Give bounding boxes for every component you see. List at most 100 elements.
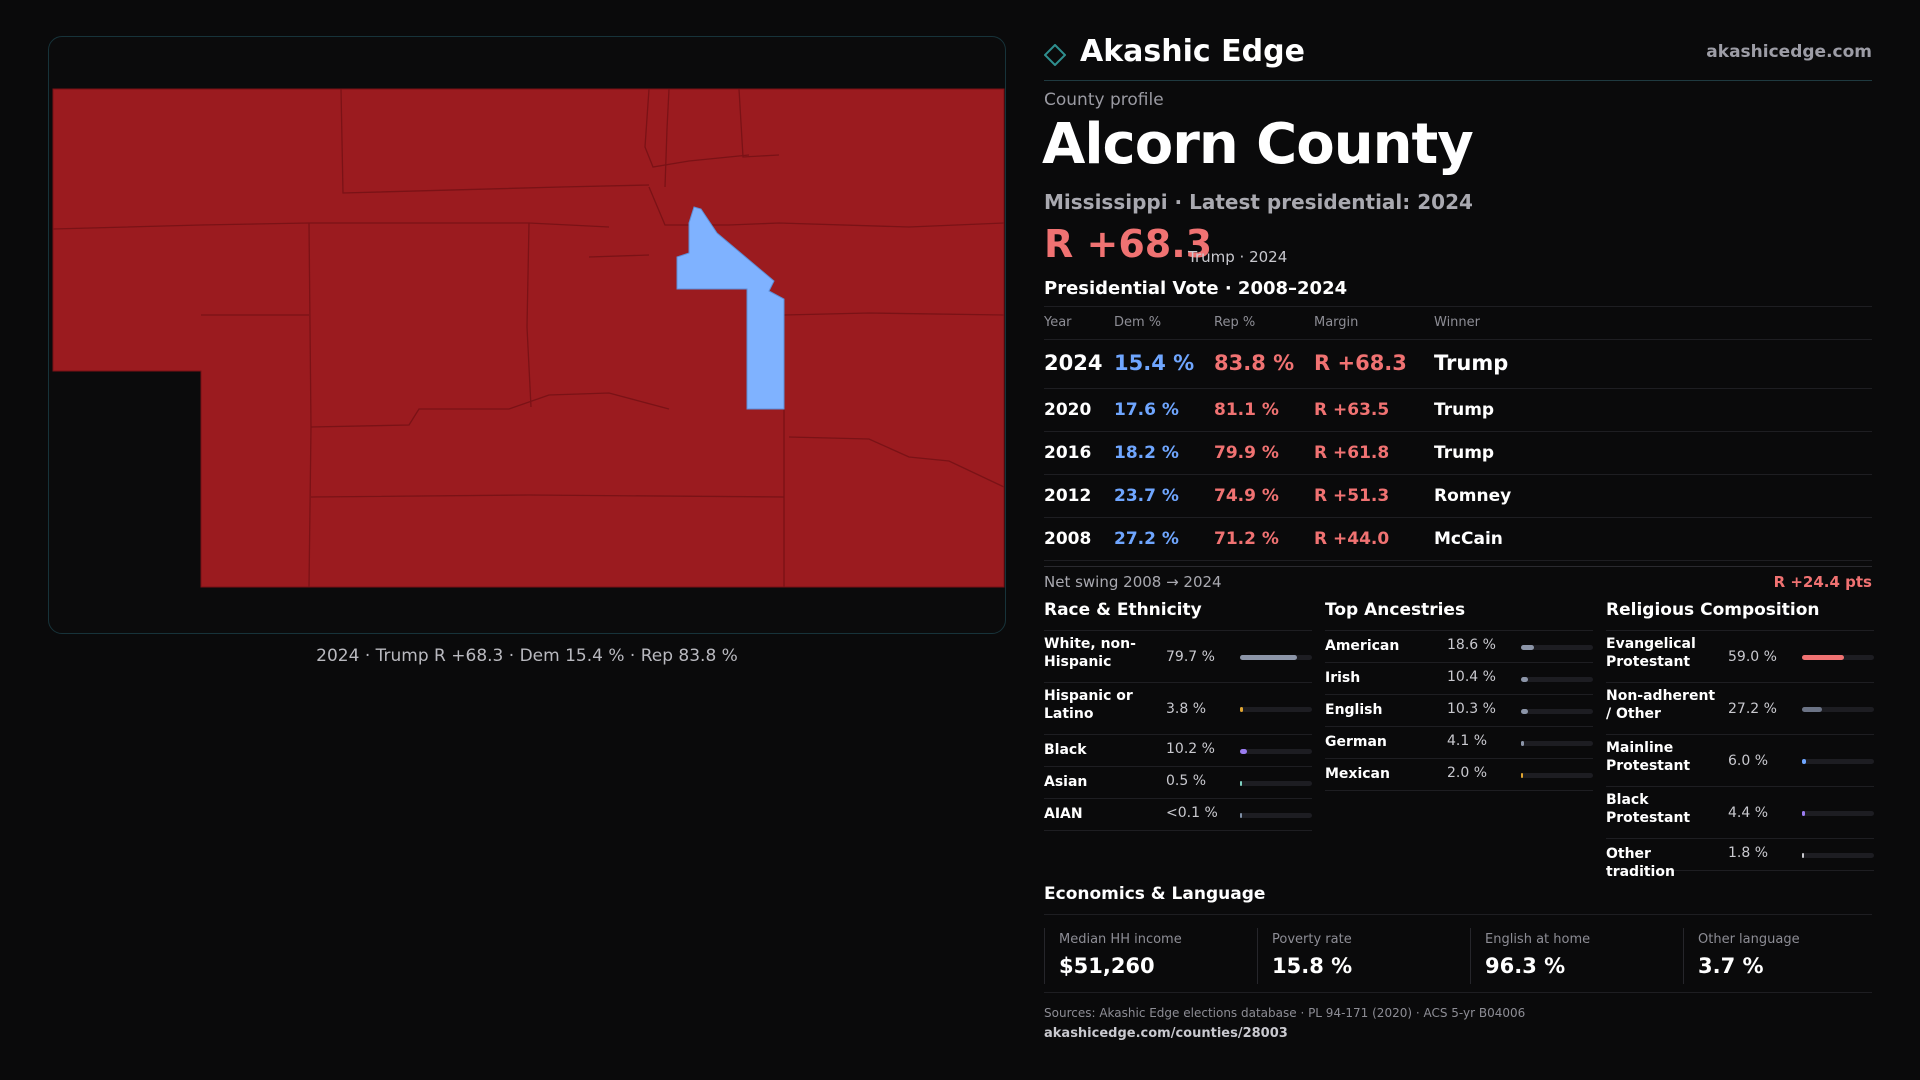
- row-year: 2020: [1044, 400, 1092, 420]
- stat-other-language: Other language 3.7 %: [1683, 928, 1873, 984]
- net-swing-row: Net swing 2008 → 2024 R +24.4 pts: [1044, 566, 1872, 595]
- latest-margin: R +68.3: [1044, 222, 1213, 266]
- bar-track: [1521, 741, 1593, 746]
- bar-fill: [1802, 810, 1805, 816]
- county-map-panel[interactable]: [48, 36, 1006, 634]
- list-item: White, non-Hispanic 79.7 %: [1044, 631, 1312, 683]
- row-dem: 17.6 %: [1114, 400, 1179, 420]
- bar-track: [1240, 813, 1312, 818]
- row-dem: 23.7 %: [1114, 486, 1179, 506]
- bar-track: [1240, 706, 1312, 712]
- header-dem: Dem %: [1114, 315, 1162, 330]
- list-item: American 18.6 %: [1325, 631, 1593, 663]
- row-margin: R +51.3: [1314, 486, 1390, 506]
- header-year: Year: [1044, 315, 1072, 330]
- list-item: English 10.3 %: [1325, 695, 1593, 727]
- item-label: Evangelical Protestant: [1606, 636, 1696, 671]
- row-year: 2016: [1044, 443, 1092, 463]
- stat-english-at-home: English at home 96.3 %: [1470, 928, 1683, 984]
- presidential-vote-table: Year Dem % Rep % Margin Winner 2024 15.4…: [1044, 306, 1872, 561]
- row-margin: R +44.0: [1314, 529, 1390, 549]
- bar-track: [1521, 773, 1593, 778]
- item-value: 4.1 %: [1447, 733, 1488, 749]
- brand-url-link[interactable]: akashicedge.com: [1706, 42, 1872, 62]
- list-item: German 4.1 %: [1325, 727, 1593, 759]
- map-caption: 2024 · Trump R +68.3 · Dem 15.4 % · Rep …: [316, 646, 738, 666]
- stat-label: English at home: [1485, 932, 1591, 947]
- list-item: Mexican 2.0 %: [1325, 759, 1593, 791]
- vote-table-title: Presidential Vote · 2008–2024: [1044, 278, 1348, 299]
- list-item: Hispanic or Latino 3.8 %: [1044, 683, 1312, 735]
- net-swing-label: Net swing 2008 → 2024: [1044, 573, 1222, 591]
- row-rep: 83.8 %: [1214, 351, 1295, 375]
- net-swing-value: R +24.4 pts: [1773, 573, 1872, 591]
- item-label: Black: [1044, 742, 1087, 758]
- item-label: English: [1325, 702, 1383, 718]
- bar-fill: [1802, 853, 1804, 858]
- item-value: 18.6 %: [1447, 637, 1496, 653]
- item-value: 27.2 %: [1728, 700, 1777, 717]
- row-margin: R +61.8: [1314, 443, 1390, 463]
- section-title: Top Ancestries: [1325, 600, 1593, 631]
- item-label: AIAN: [1044, 806, 1083, 822]
- precinct-map[interactable]: [49, 37, 1006, 634]
- stat-value: 15.8 %: [1272, 954, 1353, 978]
- bar-track: [1240, 781, 1312, 786]
- stat-value: 96.3 %: [1485, 954, 1566, 978]
- precinct-dem-region[interactable]: [676, 206, 785, 410]
- row-winner: Trump: [1434, 351, 1509, 375]
- brand-name[interactable]: Akashic Edge: [1080, 34, 1305, 69]
- bar-track: [1240, 654, 1312, 660]
- list-item: Other tradition 1.8 %: [1606, 839, 1874, 880]
- table-row: 2008 27.2 % 71.2 % R +44.0 McCain: [1044, 518, 1872, 561]
- item-label: German: [1325, 734, 1387, 750]
- list-item: AIAN <0.1 %: [1044, 799, 1312, 831]
- section-title: Race & Ethnicity: [1044, 600, 1312, 631]
- precinct-borders: [52, 88, 1005, 588]
- religion-section: Religious Composition Evangelical Protes…: [1606, 600, 1874, 880]
- stat-label: Median HH income: [1059, 932, 1182, 947]
- item-value: 3.8 %: [1166, 700, 1207, 717]
- bar-fill: [1802, 758, 1806, 764]
- row-winner: Trump: [1434, 400, 1495, 420]
- item-label: Irish: [1325, 670, 1361, 686]
- list-item: Evangelical Protestant 59.0 %: [1606, 631, 1874, 683]
- bar-track: [1802, 654, 1874, 660]
- item-value: 2.0 %: [1447, 765, 1488, 781]
- precinct-rep-region[interactable]: [52, 88, 1005, 588]
- stat-value: $51,260: [1059, 954, 1155, 978]
- bar-track: [1521, 645, 1593, 650]
- county-subtitle: Mississippi · Latest presidential: 2024: [1044, 190, 1473, 214]
- row-rep: 79.9 %: [1214, 443, 1279, 463]
- row-dem: 15.4 %: [1114, 351, 1195, 375]
- bar-fill: [1521, 773, 1523, 778]
- bar-fill: [1802, 706, 1822, 712]
- item-value: 59.0 %: [1728, 648, 1777, 665]
- row-winner: McCain: [1434, 529, 1503, 549]
- item-value: 10.3 %: [1447, 701, 1496, 717]
- economics-title: Economics & Language: [1044, 884, 1872, 915]
- list-item: Non-adherent / Other 27.2 %: [1606, 683, 1874, 735]
- row-margin: R +68.3: [1314, 351, 1407, 375]
- bar-fill: [1240, 749, 1247, 754]
- item-value: <0.1 %: [1166, 805, 1218, 821]
- row-year: 2012: [1044, 486, 1092, 506]
- bar-track: [1802, 810, 1874, 816]
- bar-track: [1802, 853, 1874, 858]
- row-winner: Romney: [1434, 486, 1512, 506]
- table-header: Year Dem % Rep % Margin Winner: [1044, 307, 1872, 340]
- bar-fill: [1240, 654, 1297, 660]
- page-title: Alcorn County: [1042, 112, 1474, 177]
- list-item: Asian 0.5 %: [1044, 767, 1312, 799]
- diamond-logo-icon: [1044, 44, 1066, 66]
- table-row: 2016 18.2 % 79.9 % R +61.8 Trump: [1044, 432, 1872, 475]
- list-item: Black Protestant 4.4 %: [1606, 787, 1874, 839]
- row-rep: 74.9 %: [1214, 486, 1279, 506]
- sources-note: Sources: Akashic Edge elections database…: [1044, 1006, 1526, 1020]
- item-label: Asian: [1044, 774, 1088, 790]
- county-url-link[interactable]: akashicedge.com/counties/28003: [1044, 1026, 1288, 1041]
- item-value: 10.4 %: [1447, 669, 1496, 685]
- stat-median-income: Median HH income $51,260: [1044, 928, 1257, 984]
- race-ethnicity-section: Race & Ethnicity White, non-Hispanic 79.…: [1044, 600, 1312, 831]
- ancestries-section: Top Ancestries American 18.6 % Irish 10.…: [1325, 600, 1593, 791]
